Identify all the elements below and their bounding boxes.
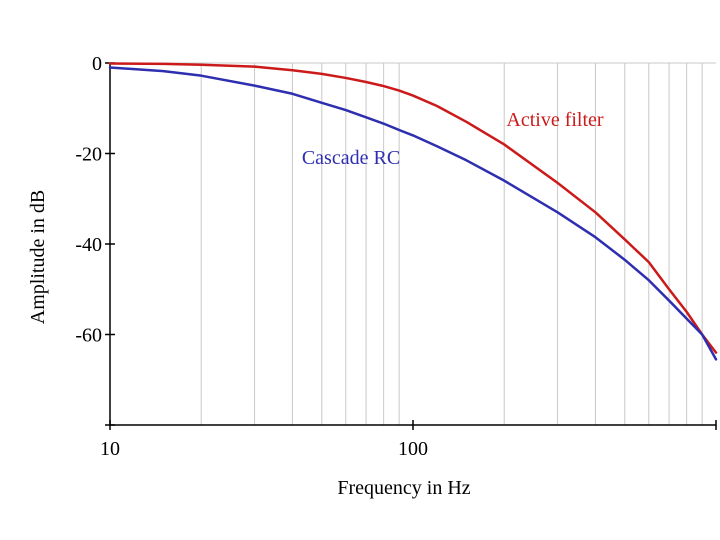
series-lines	[108, 62, 718, 361]
x-axis-title: Frequency in Hz	[337, 477, 470, 499]
y-tick-label-0: 0	[92, 53, 102, 75]
x-tick-label-1: 100	[398, 438, 428, 460]
series-label-cascade-rc: Cascade RC	[302, 147, 400, 169]
grid	[110, 62, 716, 425]
series-line-0	[108, 62, 718, 354]
axes	[105, 62, 717, 430]
tick-labels: 0 -20 -40 -60 10 100	[75, 53, 428, 460]
y-axis-title: Amplitude in dB	[27, 190, 49, 324]
series-line-1	[108, 66, 718, 361]
series-label-active-filter: Active filter	[506, 109, 604, 131]
y-tick-label-1: -20	[75, 144, 102, 166]
y-tick-label-2: -40	[75, 234, 102, 256]
y-tick-label-3: -60	[75, 325, 102, 347]
x-tick-label-0: 10	[100, 438, 120, 460]
